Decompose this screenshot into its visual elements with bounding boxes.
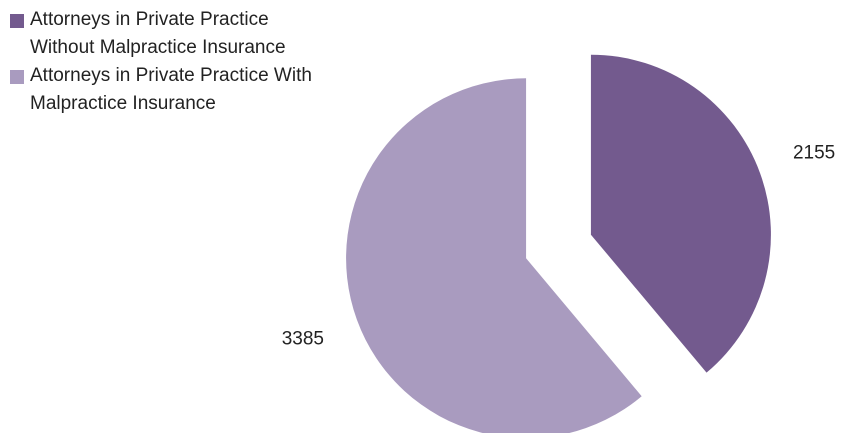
data-label: 2155 bbox=[793, 143, 835, 164]
legend-label: Attorneys in Private Practice Without Ma… bbox=[30, 9, 286, 58]
legend-swatch bbox=[10, 70, 24, 84]
pie-slice bbox=[346, 78, 642, 433]
data-label: 3385 bbox=[282, 328, 324, 349]
legend: Attorneys in Private Practice Without Ma… bbox=[8, 6, 338, 118]
legend-item: Attorneys in Private Practice Without Ma… bbox=[8, 6, 338, 62]
legend-swatch bbox=[10, 14, 24, 28]
pie-slice bbox=[590, 54, 771, 373]
legend-item: Attorneys in Private Practice With Malpr… bbox=[8, 62, 338, 118]
legend-label: Attorneys in Private Practice With Malpr… bbox=[30, 65, 312, 114]
